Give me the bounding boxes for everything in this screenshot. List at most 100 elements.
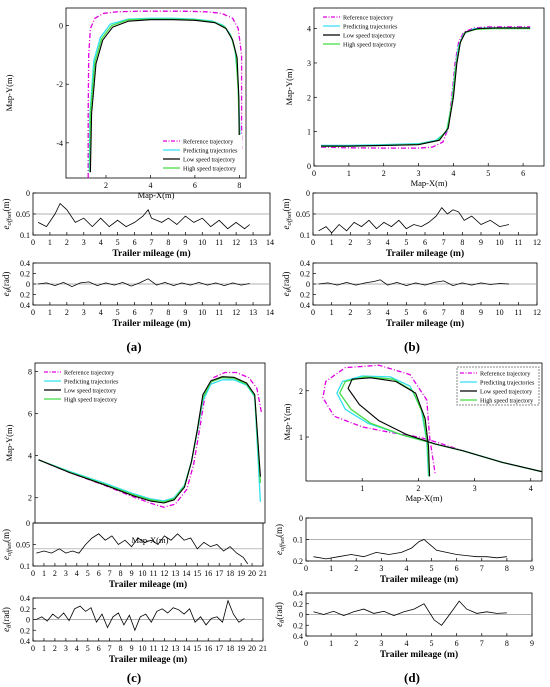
x-tick-label: 5 [404,308,408,317]
y-tick-label: 0 [26,189,30,198]
offset-y-axis-title: eoffset(m) [1,529,13,560]
x-tick-label: 14 [182,569,190,578]
x-tick-label: 6 [521,169,525,178]
x-tick-label: 20 [248,644,256,653]
y-tick-label: 0.4 [293,589,303,598]
x-tick-label: 7 [480,639,484,648]
x-tick-label: 8 [166,308,170,317]
y-tick-label: -2 [56,80,63,89]
offset-error-plot-d: 0 1 2 3 4 5 6 7 8 9 0 0.1 0.2 Trailer mileage (m) eoff… [274,514,534,585]
x-tick-label: 4 [451,169,455,178]
heading-error-plot-a: 0 1 2 3 4 5 6 7 8 9 10 11 12 13 140.40.200.20.4Trailer… [1,259,274,329]
x-tick-label: 15 [193,569,201,578]
legend-label-predicting: Predicting trajectories [64,379,119,386]
y-tick-label: 1 [299,433,303,442]
legend-label-low: Low speed trajectory [480,389,533,396]
x-tick-label: 13 [171,569,179,578]
y-tick-label: 0.1 [293,536,303,545]
caption-a: (a) [126,339,141,354]
x-tick-label: 13 [249,238,257,247]
symbol: e [274,551,284,555]
x-tick-label: 0 [304,639,308,648]
mileage-axis-title: Trailer mileage (m) [380,574,458,585]
x-tick-label: 10 [198,308,206,317]
y-tick-label: 1 [307,128,311,137]
x-tick-label: 4 [404,564,408,573]
x-tick-label: 1 [329,564,333,573]
x-tick-label: 8 [505,639,509,648]
theta-y-axis-title: eθ(rad) [281,272,293,297]
legend-label-low: Low speed trajectory [183,157,236,164]
x-tick-label: 3 [379,564,383,573]
x-tick-label: 2 [354,639,358,648]
x-tick-label: 17 [215,569,223,578]
x-tick-label: 11 [514,238,522,247]
x-tick-label: 13 [171,644,179,653]
x-tick-label: 18 [226,644,234,653]
map-y-axis-title: Map-Y(m) [4,74,14,111]
x-tick-label: 12 [232,308,240,317]
y-tick-label: 8 [28,367,32,376]
x-tick-label: 4 [386,308,390,317]
x-tick-label: 1 [42,569,46,578]
x-tick-label: 16 [204,644,212,653]
subscript: θ [279,619,286,623]
y-tick-label: 0 [306,280,310,289]
x-tick-label: 5 [116,308,120,317]
x-tick-label: 6 [97,569,101,578]
theta-y-axis-title: eθ(rad) [1,272,13,297]
mileage-axis-title: Trailer mileage (m) [112,248,190,259]
offset-y-axis-title: eoffset(m) [274,524,286,555]
y-tick-label: 4 [28,452,32,461]
x-tick-label: 5 [86,569,90,578]
x-tick-label: 3 [473,484,477,493]
legend-label-high: High speed trajectory [480,398,534,405]
x-tick-label: 3 [367,308,371,317]
map-plot-c: 2 4 6 8 Map-X(m) Map-Y(m) Reference trajectory… [4,362,266,545]
y-tick-label: 0.2 [300,270,310,279]
y-tick-label: 0 [299,514,303,523]
x-tick-label: 5 [86,644,90,653]
mileage-axis-title: Trailer mileage (m) [386,248,464,259]
symbol: e [1,628,11,632]
subscript: offset [6,542,13,556]
series-group [322,364,542,477]
x-tick-label: 6 [97,644,101,653]
legend: Reference trajectory Predicting trajector… [160,135,242,173]
y-tick-label: 2 [28,494,32,503]
x-tick-label: 1 [48,308,52,317]
map-x-axis-title: Map-X(m) [138,190,175,200]
y-tick-label: 0.4 [20,259,30,268]
y-tick-label: 0 [26,519,30,528]
x-tick-label: 7 [442,238,446,247]
y-tick-label: 0 [59,22,63,31]
x-tick-label: 4 [404,639,408,648]
map-plot-a: 2 4 6 8 0 -2 -4 Map-X(m) Map-Y(m) Reference traje… [4,7,247,200]
x-tick-label: 4 [386,238,390,247]
y-tick-label: 0.4 [20,594,30,603]
x-tick-label: 18 [226,569,234,578]
x-tick-label: 2 [53,644,57,653]
theta-y-axis-title: eθ(rad) [274,602,286,627]
y-tick-label: 0.1 [20,231,30,240]
x-tick-label: 0 [304,564,308,573]
x-tick-label: 3 [64,569,68,578]
series-group [38,371,263,508]
x-tick-label: 3 [379,639,383,648]
x-tick-label: 9 [183,308,187,317]
y-tick-label: 0.2 [20,291,30,300]
x-tick-label: 9 [130,569,134,578]
y-tick-label: 0.2 [293,621,303,630]
legend-label-low: Low speed trajectory [343,33,396,40]
mileage-axis-title: Trailer mileage (m) [386,318,464,329]
y-tick-label: 0.4 [300,259,310,268]
mileage-axis-title: Trailer mileage (m) [109,579,187,590]
subscript: offset [286,211,293,225]
x-tick-label: 3 [417,169,421,178]
x-tick-label: 4 [75,569,79,578]
x-tick-label: 2 [348,308,352,317]
x-tick-label: 6 [455,639,459,648]
